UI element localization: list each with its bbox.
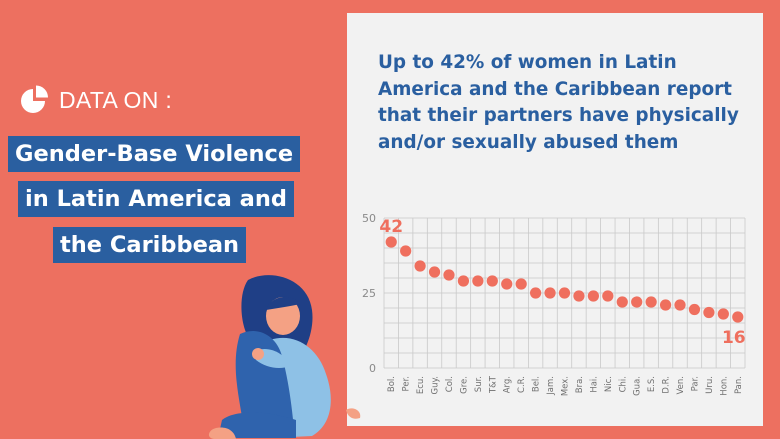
x-tick-label: Col. xyxy=(445,376,455,392)
brand: DATA ON : xyxy=(18,84,172,116)
topic-title-line-3: the Caribbean xyxy=(53,227,247,263)
data-point xyxy=(602,290,614,302)
x-tick-label: Ven. xyxy=(676,376,686,394)
chart-panel xyxy=(347,13,763,426)
x-tick-label: Guy. xyxy=(431,376,441,395)
data-label: 16 xyxy=(722,328,746,348)
chart-title: Up to 42% of women in Latin America and … xyxy=(378,52,739,153)
y-tick-label: 50 xyxy=(362,212,376,225)
x-tick-label: Pan. xyxy=(734,376,744,394)
data-point xyxy=(515,278,527,290)
data-point xyxy=(616,296,628,308)
x-tick-label: Nic. xyxy=(604,376,614,392)
x-tick-label: Gua. xyxy=(633,376,643,396)
data-point xyxy=(443,269,455,281)
data-point xyxy=(688,303,701,316)
topic-title-line-2: in Latin America and xyxy=(18,181,294,217)
data-point xyxy=(558,287,571,299)
x-tick-label: Sur. xyxy=(474,376,484,392)
x-tick-label: Mex. xyxy=(561,376,571,396)
x-tick-label: T&T xyxy=(488,375,498,394)
brand-label: DATA ON : xyxy=(59,86,173,113)
x-tick-label: C.R. xyxy=(517,376,527,393)
topic-title-line-1: Gender-Base Violence xyxy=(8,136,301,172)
data-point xyxy=(544,287,556,299)
data-point xyxy=(573,290,585,302)
data-point xyxy=(674,299,686,311)
x-tick-label: Bol. xyxy=(387,376,397,392)
data-point xyxy=(428,266,441,278)
x-tick-label: E.S. xyxy=(647,376,657,392)
data-point xyxy=(659,299,672,311)
data-point xyxy=(717,308,729,320)
data-label: 42 xyxy=(379,217,403,237)
x-tick-label: D.R. xyxy=(662,376,672,394)
data-point xyxy=(472,275,484,287)
data-point xyxy=(732,311,744,323)
x-tick-label: Per. xyxy=(402,376,412,391)
pie-chart-icon xyxy=(18,84,54,116)
x-tick-label: Arg. xyxy=(503,376,513,393)
data-point xyxy=(486,275,498,287)
x-tick-label: Uru. xyxy=(705,376,715,394)
dot-chart: 0 25 50 Bol. Per. Ecu. Guy. Col. Gre. Sur. T&T Arg.… xyxy=(362,212,746,396)
data-point xyxy=(400,245,412,257)
x-tick-label: Chi. xyxy=(618,376,628,392)
x-tick-label: Bra. xyxy=(575,376,585,393)
data-point xyxy=(385,236,397,248)
data-point xyxy=(631,296,643,308)
data-point xyxy=(587,290,599,302)
data-point xyxy=(703,306,715,319)
data-point xyxy=(645,296,657,308)
x-tick-label: Gre. xyxy=(459,376,469,394)
data-point xyxy=(530,287,542,299)
x-tick-label: Jam. xyxy=(546,376,556,396)
x-tick-label: Ecu. xyxy=(416,376,426,394)
woman-illustration xyxy=(208,275,361,439)
x-tick-label: Par. xyxy=(690,376,700,391)
data-point xyxy=(414,260,426,272)
x-tick-label: Bel. xyxy=(532,376,542,392)
data-point xyxy=(501,278,513,290)
x-tick-label: Hai. xyxy=(589,376,599,393)
y-tick-label: 25 xyxy=(362,287,376,300)
y-tick-label: 0 xyxy=(369,362,376,375)
x-tick-label: Hon. xyxy=(719,376,729,396)
data-point xyxy=(457,275,470,287)
